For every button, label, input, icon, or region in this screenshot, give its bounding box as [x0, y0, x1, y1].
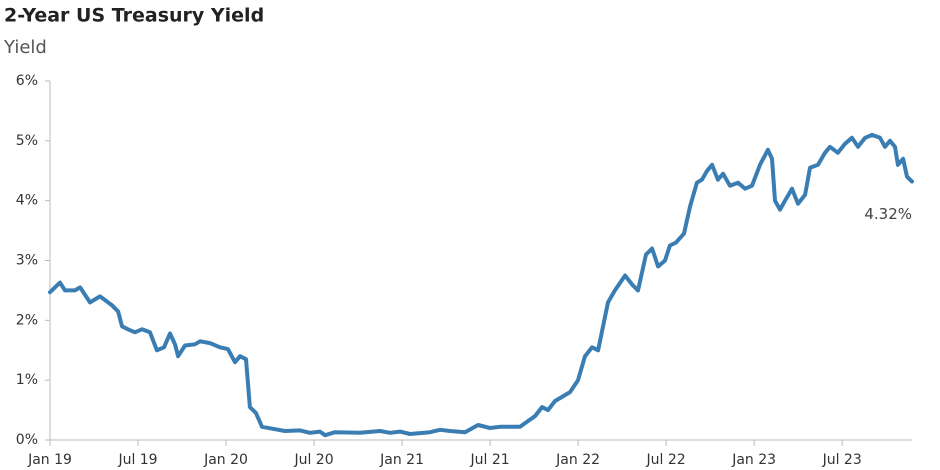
- x-tick-label: Jul 21: [470, 452, 510, 468]
- x-tick-label: Jan 23: [731, 452, 776, 468]
- y-tick-label: 6%: [16, 73, 38, 89]
- x-tick-label: Jan 21: [379, 452, 424, 468]
- chart-title: 2-Year US Treasury Yield: [4, 5, 264, 27]
- series-line: [48, 132, 914, 438]
- end-label: 4.32%: [864, 205, 912, 223]
- y-tick-label: 5%: [16, 133, 38, 149]
- x-tick-label: Jul 23: [822, 452, 862, 468]
- y-tick-label: 3%: [16, 253, 38, 269]
- x-tick-label: Jan 20: [203, 452, 248, 468]
- x-tick-label: Jan 19: [27, 452, 72, 468]
- chart-subtitle: Yield: [3, 37, 47, 58]
- y-tick-label: 1%: [16, 372, 38, 388]
- x-tick-label: Jul 20: [293, 452, 333, 468]
- x-tick-label: Jan 22: [555, 452, 600, 468]
- y-tick-label: 0%: [16, 432, 38, 448]
- x-tick-label: Jul 22: [646, 452, 686, 468]
- y-tick-label: 4%: [16, 193, 38, 209]
- x-tick-label: Jul 19: [117, 452, 157, 468]
- y-tick-label: 2%: [16, 312, 38, 328]
